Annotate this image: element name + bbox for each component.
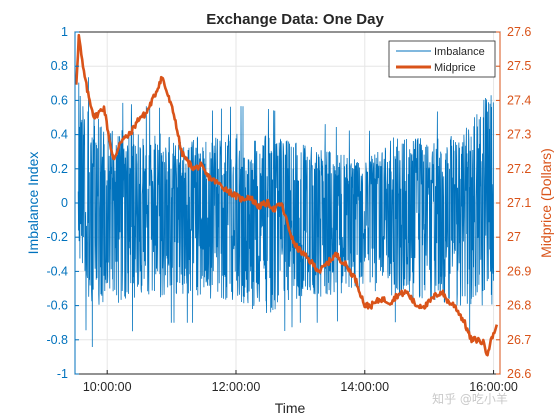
watermark: 知乎 @吃小羊 bbox=[432, 391, 508, 406]
x-axis: 10:00:00 12:00:00 14:00:00 16:00:00 bbox=[83, 370, 518, 394]
legend-midprice-label: Midprice bbox=[434, 62, 476, 74]
right-tick-label: 27.1 bbox=[507, 196, 531, 210]
left-y-axis: 1 0.8 0.6 0.4 0.2 0 -0.2 -0.4 -0.6 -0.8 -1 bbox=[46, 25, 79, 381]
midprice-series bbox=[75, 33, 499, 357]
left-tick-label: 0.8 bbox=[51, 59, 68, 73]
right-tick-label: 27.6 bbox=[507, 25, 531, 39]
left-tick-label: 0 bbox=[61, 196, 68, 210]
left-tick-label: 0.6 bbox=[51, 93, 68, 107]
midprice-line bbox=[75, 33, 499, 357]
x-axis-label: Time bbox=[275, 400, 306, 416]
right-tick-label: 27.5 bbox=[507, 59, 531, 73]
right-tick-label: 27.4 bbox=[507, 93, 531, 107]
right-tick-label: 26.9 bbox=[507, 264, 531, 278]
x-tick-label: 16:00:00 bbox=[469, 380, 518, 394]
left-tick-label: -0.6 bbox=[46, 299, 68, 313]
imbalance-series bbox=[77, 77, 494, 348]
right-tick-label: 27.2 bbox=[507, 162, 531, 176]
right-tick-label: 26.7 bbox=[507, 333, 531, 347]
left-tick-label: 1 bbox=[61, 25, 68, 39]
left-tick-label: -0.4 bbox=[46, 264, 68, 278]
right-tick-label: 26.8 bbox=[507, 299, 531, 313]
x-tick-label: 14:00:00 bbox=[340, 380, 389, 394]
legend-imbalance-label: Imbalance bbox=[434, 46, 485, 58]
left-tick-label: -0.2 bbox=[46, 230, 68, 244]
chart-title: Exchange Data: One Day bbox=[206, 11, 384, 28]
legend: Imbalance Midprice bbox=[388, 40, 496, 78]
x-tick-label: 10:00:00 bbox=[83, 380, 132, 394]
x-tick-label: 12:00:00 bbox=[212, 380, 261, 394]
left-tick-label: -1 bbox=[57, 367, 68, 381]
right-tick-label: 27.3 bbox=[507, 128, 531, 142]
left-y-axis-label: Imbalance Index bbox=[25, 152, 41, 255]
left-tick-label: 0.4 bbox=[51, 128, 68, 142]
left-tick-label: -0.8 bbox=[46, 333, 68, 347]
right-y-axis: 27.6 27.5 27.4 27.3 27.2 27.1 27 26.9 26.8 26.7 26… bbox=[496, 25, 531, 381]
imbalance-line bbox=[77, 77, 494, 348]
legend-box bbox=[388, 40, 496, 78]
right-y-axis-label: Midprice (Dollars) bbox=[538, 148, 554, 258]
left-tick-label: 0.2 bbox=[51, 162, 68, 176]
right-tick-label: 27 bbox=[507, 230, 521, 244]
right-tick-label: 26.6 bbox=[507, 367, 531, 381]
